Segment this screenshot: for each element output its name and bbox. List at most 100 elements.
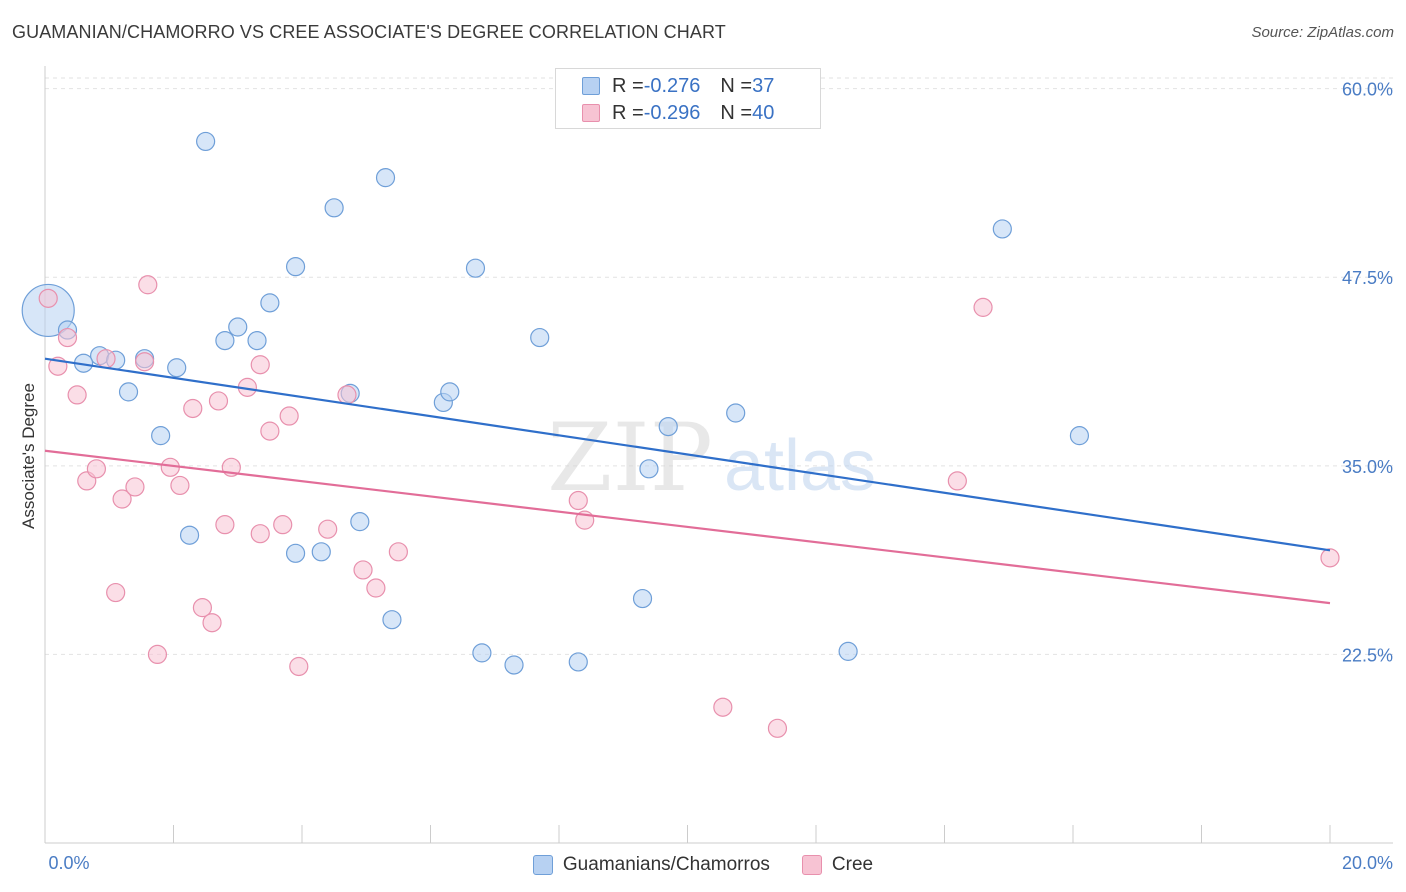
blue-point (838, 641, 858, 661)
blue-point (196, 131, 216, 152)
pink-point (134, 352, 155, 372)
legend-n-label: N = (720, 101, 753, 124)
pink-point (279, 406, 299, 426)
points-layer (21, 131, 1340, 738)
blue-point (568, 652, 588, 672)
series-legend-cree: Cree (801, 854, 874, 876)
legend-n-value: 37 (752, 74, 775, 97)
y-tick-label: 35.0% (1342, 457, 1393, 477)
legend-n-label: N = (720, 74, 753, 97)
pink-point (96, 349, 116, 369)
pink-point (215, 515, 235, 535)
x-tick-label: 0.0% (48, 853, 89, 873)
blue-point (167, 358, 187, 378)
y-tick-label: 22.5% (1342, 645, 1393, 665)
blue-point (1069, 426, 1090, 446)
y-tick-label: 60.0% (1342, 80, 1393, 100)
blue-point (472, 643, 492, 663)
pink-point (192, 598, 213, 618)
blue-point (375, 168, 396, 188)
legend-r-label: R = (612, 74, 644, 97)
series-swatch-pink (801, 855, 822, 875)
blue-point (118, 382, 139, 402)
pink-point (112, 489, 132, 509)
x-tick-label: 20.0% (1342, 853, 1393, 873)
pink-point (289, 656, 309, 677)
blue-point (530, 327, 550, 348)
pink-point (318, 519, 338, 539)
pink-point (86, 459, 107, 479)
pink-point (713, 697, 733, 717)
correlation-legend: R = -0.276 N = 37 R = -0.296 N = 40 (555, 68, 821, 129)
chart-title: GUAMANIAN/CHAMORRO VS CREE ASSOCIATE'S D… (12, 22, 726, 42)
series-legend-label: Cree (831, 854, 874, 875)
pink-point (337, 385, 357, 405)
pink-point (260, 421, 280, 441)
pink-point (147, 644, 168, 665)
y-axis-label: Associate's Degree (19, 383, 38, 529)
trend-line-guamanian (44, 357, 1331, 552)
pink-point (202, 613, 222, 633)
legend-n-value: 40 (752, 101, 775, 124)
pink-point (125, 477, 145, 497)
pink-point (947, 471, 967, 491)
blue-point (179, 525, 200, 545)
blue-point (311, 542, 331, 562)
blue-point (440, 382, 460, 402)
blue-point (726, 403, 746, 423)
series-swatch-blue (532, 855, 553, 875)
series-legend-guamanian: Guamanians/Chamorros (532, 854, 770, 876)
pink-point (106, 582, 126, 603)
pink-point (138, 275, 158, 295)
y-tick-label: 47.5% (1342, 268, 1393, 288)
blue-point (465, 258, 486, 278)
pink-point (1320, 548, 1340, 568)
blue-point (228, 317, 248, 337)
blue-point (285, 543, 306, 563)
pink-point (170, 475, 190, 496)
blue-point (215, 330, 235, 351)
blue-point (504, 655, 524, 675)
legend-swatch-blue (582, 77, 600, 95)
series-legend-label: Guamanians/Chamorros (562, 854, 770, 875)
blue-point (639, 459, 659, 479)
legend-swatch-pink (582, 104, 600, 122)
watermark: ZIP atlas (547, 404, 876, 513)
blue-point (350, 512, 370, 532)
chart-source: Source: ZipAtlas.com (1251, 24, 1394, 41)
legend-row-guamanian: R = -0.276 N = 37 (582, 74, 774, 98)
pink-point (250, 524, 270, 544)
blue-point (260, 293, 280, 313)
blue-point (382, 610, 402, 630)
pink-point (388, 542, 408, 562)
pink-point (366, 578, 386, 598)
pink-point (208, 391, 229, 411)
pink-point (250, 355, 270, 375)
legend-row-cree: R = -0.296 N = 40 (582, 101, 774, 125)
blue-point (324, 198, 344, 218)
pink-point (67, 385, 87, 405)
pink-point (568, 490, 588, 511)
pink-point (973, 297, 993, 317)
blue-point (632, 588, 653, 609)
axis-layer (44, 66, 1393, 844)
blue-point (658, 416, 678, 437)
legend-r-label: R = (612, 101, 644, 124)
legend-r-value: -0.276 (643, 74, 701, 97)
blue-point (151, 426, 171, 446)
series-legend: Guamanians/Chamorros Cree (0, 852, 1406, 878)
pink-point (353, 560, 373, 580)
blue-point (285, 257, 306, 277)
legend-r-value: -0.296 (643, 101, 701, 124)
pink-point (183, 398, 203, 419)
pink-point (767, 718, 788, 738)
blue-point (247, 330, 267, 351)
trend-layer (44, 357, 1331, 605)
blue-point (992, 219, 1012, 239)
watermark-atlas: atlas (724, 426, 876, 506)
pink-point (38, 288, 58, 308)
pink-point (57, 327, 78, 348)
pink-point (273, 515, 293, 535)
tick-label-layer: 60.0% 47.5% 35.0% 22.5% 0.0% 20.0% (48, 80, 1393, 873)
